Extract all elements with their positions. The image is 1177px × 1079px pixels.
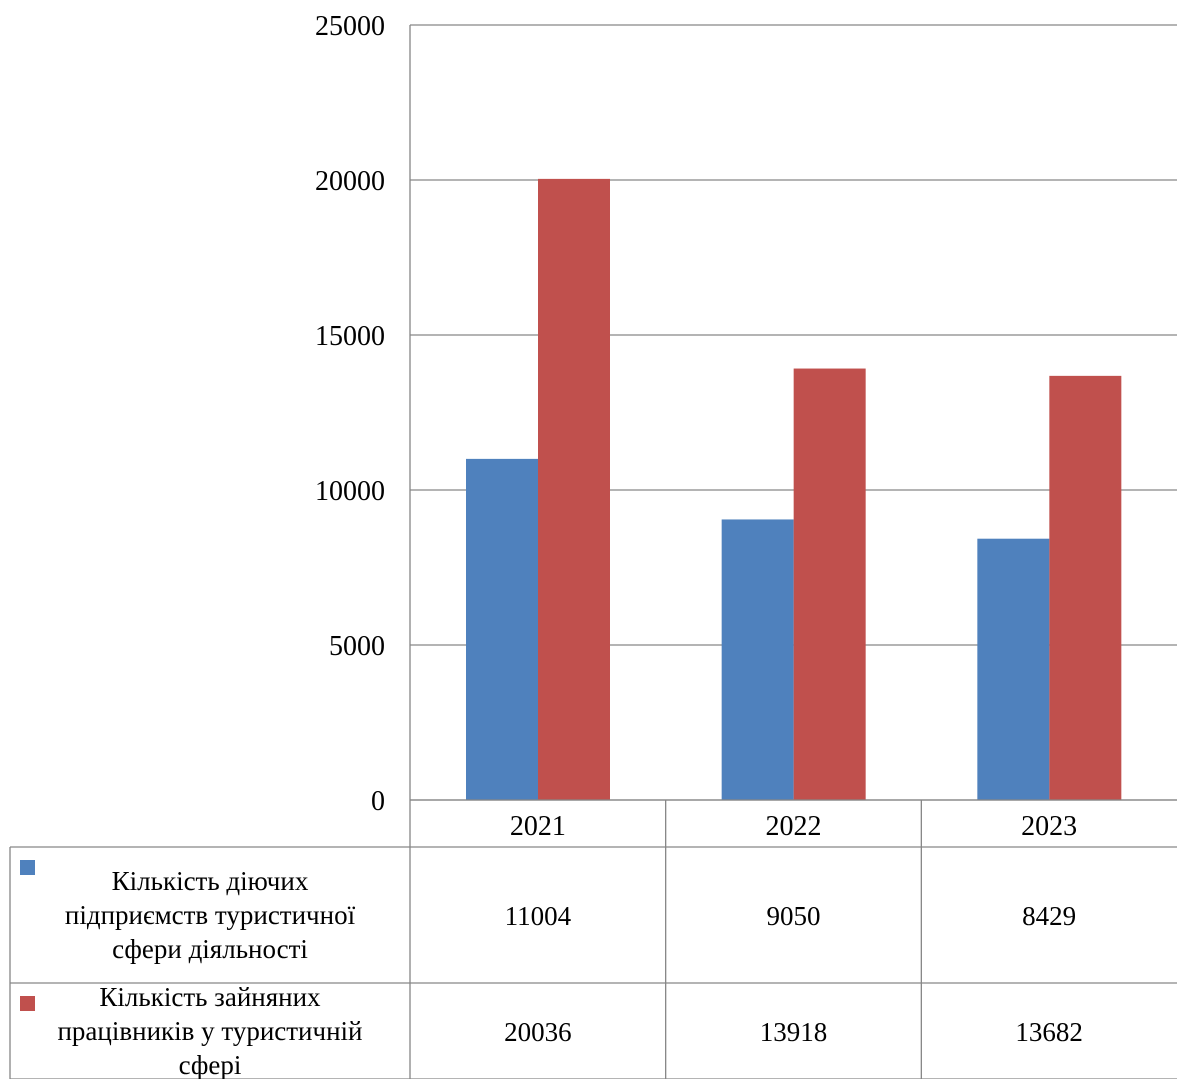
y-tick-label: 5000 <box>329 631 385 662</box>
data-label: 13682 <box>1015 1017 1083 1047</box>
data-label: 9050 <box>767 901 821 931</box>
bar <box>721 519 794 800</box>
x-tick-label: 2022 <box>766 811 822 842</box>
legend-series-name: сфери діяльності <box>112 934 308 964</box>
data-label: 13918 <box>760 1017 828 1047</box>
data-label: 8429 <box>1022 901 1076 931</box>
bar <box>466 458 538 800</box>
bar <box>793 368 866 800</box>
y-tick-label: 25000 <box>315 11 385 42</box>
y-tick-label: 15000 <box>315 321 385 352</box>
y-tick-label: 10000 <box>315 476 385 507</box>
bar <box>538 178 610 800</box>
bar <box>977 538 1050 800</box>
legend-series-name: Кількість зайняних <box>99 982 321 1012</box>
legend-key <box>20 860 35 875</box>
legend-key <box>20 996 35 1011</box>
data-label: 20036 <box>504 1017 572 1047</box>
data-label: 11004 <box>505 901 572 931</box>
y-tick-label: 20000 <box>315 166 385 197</box>
y-tick-label: 0 <box>371 786 385 817</box>
x-tick-label: 2023 <box>1021 811 1077 842</box>
x-tick-label: 2021 <box>510 811 566 842</box>
bar <box>1049 375 1122 800</box>
legend-series-name: Кількість діючих <box>112 866 309 896</box>
legend-series-name: підприємств туристичної <box>65 900 356 930</box>
legend-series-name: сфері <box>179 1050 242 1079</box>
legend-series-name: працівників у туристичній <box>57 1016 362 1046</box>
